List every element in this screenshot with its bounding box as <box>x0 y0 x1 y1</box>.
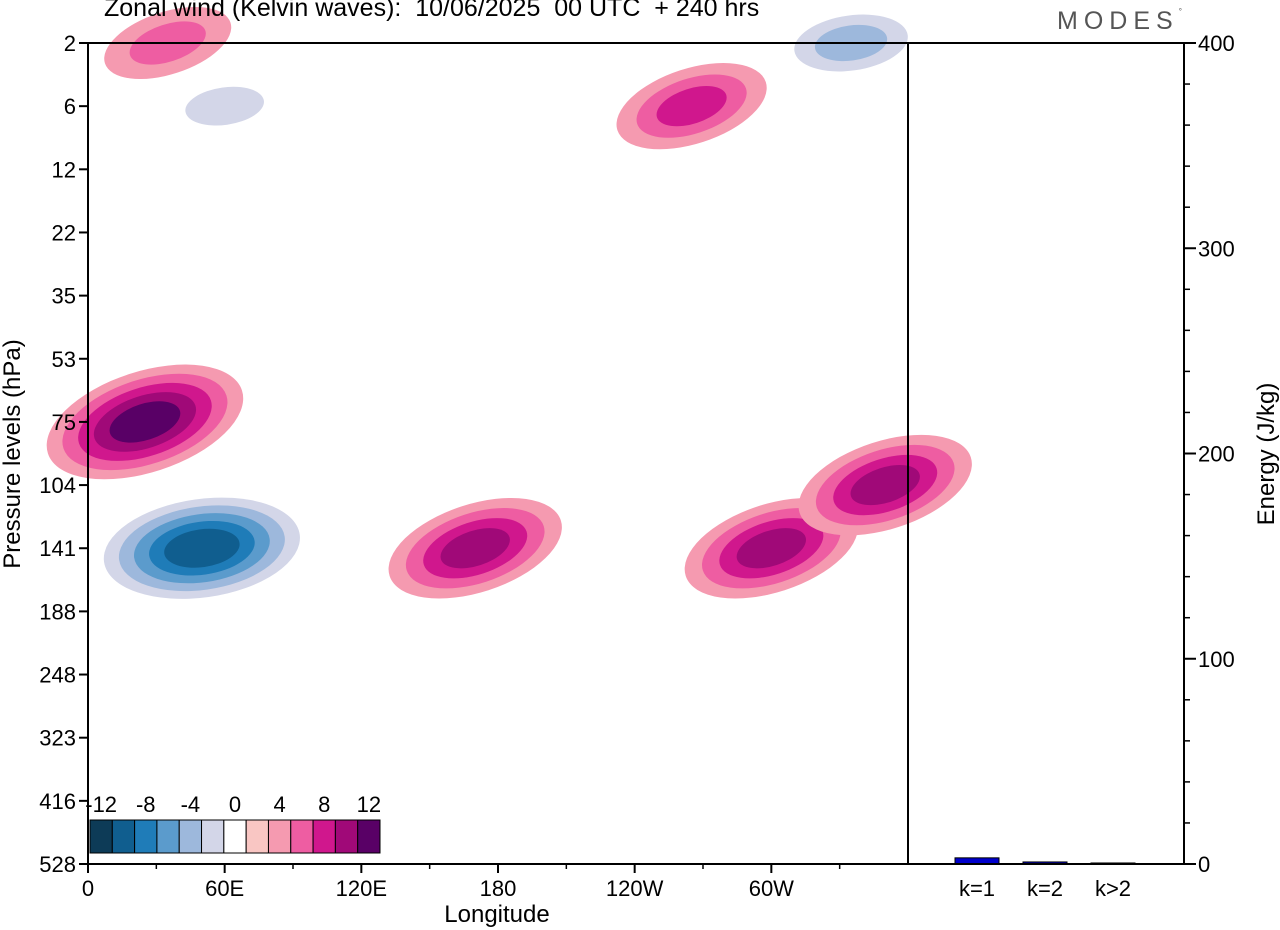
colorbar-swatch <box>290 819 314 854</box>
pressure-tick-label: 141 <box>39 536 76 561</box>
pressure-tick-label: 416 <box>39 789 76 814</box>
energy-tick-label: 200 <box>1198 442 1235 467</box>
colorbar-label: 4 <box>273 792 285 817</box>
anomaly-3 <box>684 497 859 599</box>
energy-tick-label: 0 <box>1198 852 1210 877</box>
contour-band <box>185 86 264 126</box>
anomaly-2 <box>388 497 562 599</box>
brand-logo: MODES° <box>1057 7 1182 36</box>
lon-tick-label: 60W <box>749 876 794 901</box>
contour-band <box>850 464 920 506</box>
wind-field <box>46 4 972 864</box>
energy-category-label: k=2 <box>1027 876 1063 901</box>
anomaly-9 <box>786 269 894 322</box>
longitude-axis: 0 60E 120E 180 120W 60W <box>82 864 841 901</box>
anomaly-1 <box>46 364 244 480</box>
anomaly-0 <box>88 489 316 607</box>
colorbar-label: 12 <box>357 792 381 817</box>
energy-tick-label: 300 <box>1198 236 1235 261</box>
pressure-tick-label: 35 <box>52 284 76 309</box>
anomaly-7 <box>159 73 291 139</box>
colorbar-label: 8 <box>318 792 330 817</box>
colorbar-swatch <box>357 819 381 854</box>
pressure-tick-label: 2 <box>64 31 76 56</box>
chart-title: Zonal wind (Kelvin waves): 10/06/2025 00… <box>104 0 760 22</box>
pressure-tick-label: 53 <box>52 347 76 372</box>
colorbar-swatch <box>156 819 180 854</box>
pressure-tick-label: 12 <box>52 157 76 182</box>
pressure-tick-label: 323 <box>39 726 76 751</box>
pressure-tick-label: 75 <box>52 410 76 435</box>
colorbar-swatch <box>178 819 203 854</box>
colorbar-swatch <box>223 819 247 854</box>
energy-axis-label: Energy (J/kg) <box>1253 383 1280 526</box>
colorbar-label: -8 <box>136 792 156 817</box>
lon-tick-label: 0 <box>82 876 94 901</box>
energy-tick-label: 100 <box>1198 647 1235 672</box>
contour-band <box>164 528 240 568</box>
brand-name: MODES <box>1057 7 1179 35</box>
energy-axis: 0 100 200 300 400 <box>1184 31 1235 877</box>
lon-tick-label: 180 <box>480 876 517 901</box>
colorbar-swatch <box>89 819 113 854</box>
colorbar-swatch <box>334 819 359 854</box>
energy-bars: k=1 k=2 k>2 <box>954 857 1136 901</box>
energy-category-label: k=1 <box>959 876 995 901</box>
x-axis-label: Longitude <box>444 901 549 928</box>
pressure-axis: 2 6 12 22 35 53 75 104 141 188 248 323 416 528 <box>39 31 88 877</box>
y-axis-label: Pressure levels (hPa) <box>0 339 26 568</box>
field-background <box>88 43 908 864</box>
energy-category-label: k>2 <box>1095 876 1131 901</box>
brand-mark: ° <box>1178 7 1182 16</box>
colorbar-swatch <box>134 819 158 854</box>
contour-band <box>736 528 807 569</box>
contour-band <box>440 528 510 569</box>
colorbar: -12 -8 -4 0 4 8 12 <box>85 782 386 862</box>
anomaly-6 <box>616 63 767 150</box>
anomaly-4 <box>798 434 972 536</box>
lon-tick-label: 120W <box>606 876 664 901</box>
colorbar-label: -12 <box>85 792 117 817</box>
contour-band <box>656 86 727 127</box>
colorbar-swatch <box>245 819 269 854</box>
pressure-tick-label: 22 <box>52 220 76 245</box>
colorbar-label: -4 <box>181 792 201 817</box>
pressure-tick-label: 104 <box>39 473 76 498</box>
contour-band <box>786 269 894 322</box>
colorbar-swatch <box>201 819 225 854</box>
colorbar-swatch <box>312 819 336 854</box>
lon-tick-label: 60E <box>205 876 244 901</box>
energy-tick-label: 400 <box>1198 31 1235 56</box>
pressure-tick-label: 528 <box>39 852 76 877</box>
colorbar-label: 0 <box>229 792 241 817</box>
colorbar-swatch <box>111 819 136 854</box>
pressure-tick-label: 248 <box>39 663 76 688</box>
lon-tick-label: 120E <box>336 876 387 901</box>
colorbar-swatch <box>267 819 292 854</box>
pressure-tick-label: 6 <box>64 94 76 119</box>
contour-band <box>109 401 181 443</box>
pressure-tick-label: 188 <box>39 599 76 624</box>
